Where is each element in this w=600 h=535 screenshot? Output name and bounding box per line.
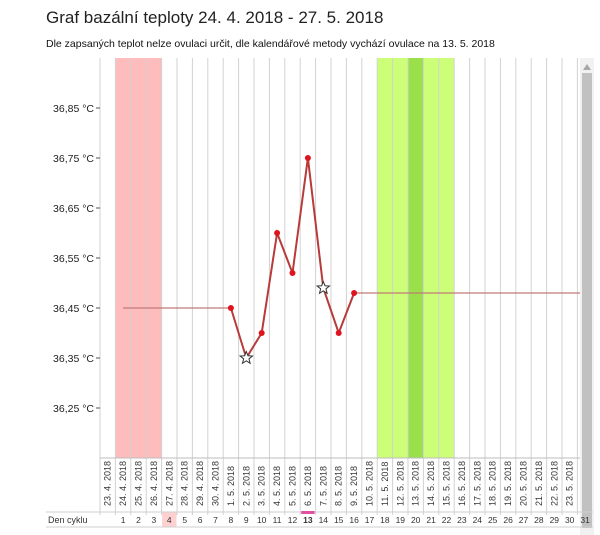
cycle-day-label: 13 <box>303 515 313 525</box>
cycle-day-label: 12 <box>288 515 298 525</box>
x-tick-label: 11. 5. 2018 <box>380 462 390 506</box>
y-tick-label: 36,45 °C <box>53 303 94 315</box>
cycle-day-label: 15 <box>334 515 344 525</box>
x-tick-label: 28. 4. 2018 <box>180 461 190 506</box>
x-tick-label: 17. 5. 2018 <box>472 461 482 506</box>
x-tick-label: 30. 4. 2018 <box>211 461 221 506</box>
cycle-day-label: 23 <box>457 515 467 525</box>
data-point <box>228 305 234 311</box>
cycle-day-label: 24 <box>473 515 483 525</box>
x-tick-label: 27. 4. 2018 <box>164 461 174 506</box>
cycle-day-label: 3 <box>152 515 157 525</box>
cycle-day-label: 6 <box>198 515 203 525</box>
data-point <box>259 330 265 336</box>
y-tick-label: 36,55 °C <box>53 253 94 265</box>
x-tick-label: 29. 4. 2018 <box>195 461 205 506</box>
cycle-day-label: 5 <box>182 515 187 525</box>
x-tick-label: 21. 5. 2018 <box>534 461 544 506</box>
x-tick-label: 10. 5. 2018 <box>365 461 375 506</box>
cycle-day-label: 17 <box>365 515 375 525</box>
cycle-day-label: 4 <box>167 515 172 525</box>
cycle-day-label: 1 <box>121 515 126 525</box>
cycle-day-label: 30 <box>565 515 575 525</box>
x-tick-label: 22. 5. 2018 <box>549 461 559 506</box>
cycle-day-label: 28 <box>534 515 544 525</box>
data-point <box>351 290 357 296</box>
cycle-day-label: 8 <box>229 515 234 525</box>
cycle-day-label: 2 <box>136 515 141 525</box>
x-tick-label: 9. 5. 2018 <box>349 466 359 506</box>
cycle-day-label: 27 <box>519 515 529 525</box>
cycle-day-label: 29 <box>550 515 560 525</box>
x-tick-label: 12. 5. 2018 <box>395 461 405 506</box>
cycle-day-label: 9 <box>244 515 249 525</box>
y-tick-label: 36,65 °C <box>53 203 94 215</box>
cycle-day-label: 11 <box>273 515 282 525</box>
x-tick-label: 26. 4. 2018 <box>149 461 159 506</box>
x-tick-label: 20. 5. 2018 <box>519 461 529 506</box>
cycle-day-label: 22 <box>442 515 452 525</box>
x-tick-label: 13. 5. 2018 <box>411 461 421 506</box>
data-point <box>274 230 280 236</box>
x-tick-label: 6. 5. 2018 <box>303 466 313 506</box>
cycle-day-label: 26 <box>503 515 513 525</box>
x-tick-label: 1. 5. 2018 <box>226 466 236 506</box>
x-tick-label: 2. 5. 2018 <box>241 466 251 506</box>
data-point-star <box>317 282 329 294</box>
x-tick-label: 15. 5. 2018 <box>442 461 452 506</box>
data-point <box>305 155 311 161</box>
x-tick-label: 23. 5. 2018 <box>565 461 575 506</box>
cycle-day-today-marker <box>301 511 314 514</box>
x-tick-label: 3. 5. 2018 <box>257 466 267 506</box>
x-tick-label: 24. 4. 2018 <box>118 461 128 506</box>
y-tick-label: 36,25 °C <box>53 403 94 415</box>
scrollbar-thumb <box>582 73 592 528</box>
cycle-day-label: 10 <box>257 515 267 525</box>
x-tick-label: 25. 4. 2018 <box>134 461 144 506</box>
data-point <box>336 330 342 336</box>
temperature-line <box>231 158 354 358</box>
x-tick-label: 5. 5. 2018 <box>288 466 298 506</box>
x-tick-label: 8. 5. 2018 <box>334 466 344 506</box>
cycle-day-label: 14 <box>319 515 329 525</box>
x-tick-label: 23. 4. 2018 <box>103 461 113 506</box>
x-tick-label: 7. 5. 2018 <box>318 466 328 506</box>
x-tick-label: 4. 5. 2018 <box>272 466 282 506</box>
cycle-day-label: 20 <box>411 515 421 525</box>
cycle-day-label: 18 <box>380 515 390 525</box>
cycle-day-label: 16 <box>349 515 359 525</box>
cycle-day-label: 25 <box>488 515 498 525</box>
x-tick-label: 19. 5. 2018 <box>503 461 513 506</box>
y-tick-label: 36,85 °C <box>53 103 94 115</box>
data-point <box>290 270 296 276</box>
cycle-day-label: 19 <box>396 515 406 525</box>
ovulation-band <box>408 58 423 458</box>
cycle-day-label: 31 <box>580 515 590 525</box>
x-tick-label: 14. 5. 2018 <box>426 461 436 506</box>
y-tick-label: 36,35 °C <box>53 353 94 365</box>
data-point-star <box>240 352 252 364</box>
y-tick-label: 36,75 °C <box>53 153 94 165</box>
menstruation-band <box>115 58 161 458</box>
x-tick-label: 16. 5. 2018 <box>457 461 467 506</box>
cycle-day-label: 21 <box>426 515 436 525</box>
cycle-day-label: 7 <box>213 515 218 525</box>
x-tick-label: 18. 5. 2018 <box>488 461 498 506</box>
cycle-row-label: Den cyklu <box>48 515 88 525</box>
